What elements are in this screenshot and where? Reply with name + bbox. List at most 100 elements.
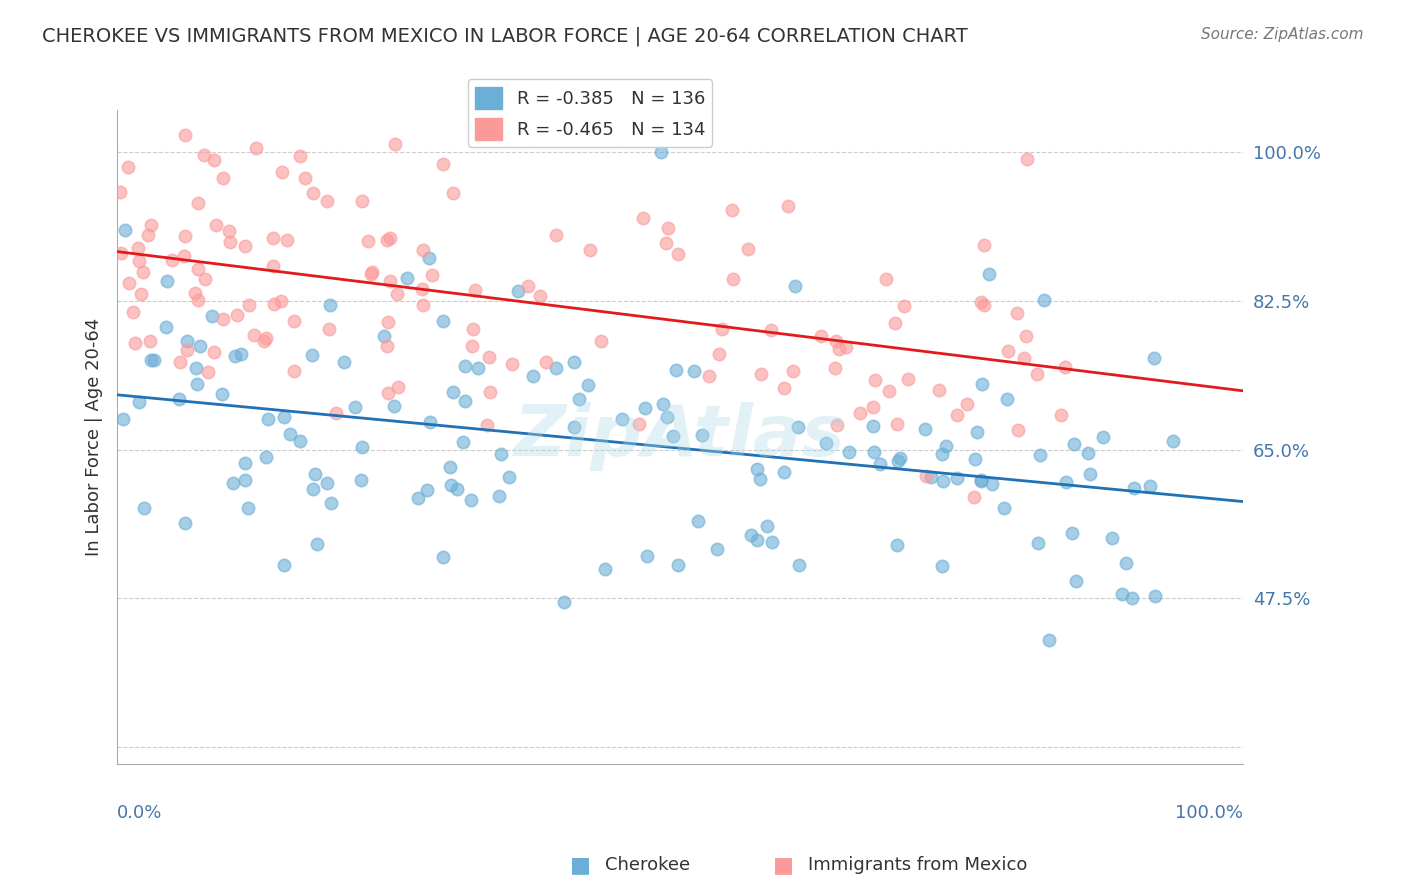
Point (188, 339, 211, 353)
Point (749, 367, 772, 381)
Point (488, 489, 510, 503)
Point (862, 401, 884, 415)
Point (114, 223, 136, 237)
Point (920, 469, 942, 483)
Point (416, 483, 439, 497)
Point (875, 271, 897, 285)
Point (747, 462, 769, 476)
Point (628, 417, 651, 432)
Point (1078, 467, 1101, 482)
Point (886, 454, 908, 468)
Point (441, 186, 464, 201)
Point (375, 339, 398, 353)
Point (243, 327, 266, 342)
Point (657, 409, 679, 424)
Point (970, 475, 993, 489)
Point (506, 284, 529, 298)
Point (612, 412, 634, 426)
Point (127, 240, 149, 254)
Point (418, 251, 440, 265)
Point (893, 299, 915, 313)
Point (187, 293, 209, 307)
Point (981, 477, 1004, 491)
Point (761, 535, 783, 549)
Point (186, 360, 208, 375)
Point (707, 347, 730, 361)
Point (173, 249, 195, 263)
Point (254, 450, 277, 465)
Point (706, 541, 728, 556)
Point (956, 397, 979, 411)
Point (662, 429, 685, 443)
Point (1015, 328, 1038, 343)
Point (932, 475, 955, 489)
Point (184, 285, 207, 300)
Point (139, 218, 162, 232)
Point (302, 186, 325, 201)
Point (406, 491, 429, 505)
Point (378, 231, 401, 245)
Point (721, 271, 744, 285)
Point (772, 465, 794, 479)
Point (193, 148, 215, 162)
Point (193, 271, 215, 285)
Point (931, 447, 953, 461)
Point (652, 397, 675, 411)
Point (375, 234, 398, 248)
Point (464, 283, 486, 297)
Point (270, 294, 292, 309)
Point (787, 558, 810, 573)
Point (302, 482, 325, 496)
Point (131, 265, 153, 279)
Point (139, 334, 162, 348)
Point (446, 482, 468, 496)
Point (1161, 434, 1184, 449)
Point (124, 336, 146, 351)
Point (412, 298, 434, 312)
Point (396, 271, 419, 285)
Point (219, 235, 242, 250)
Point (176, 334, 198, 348)
Point (1005, 306, 1028, 320)
Point (176, 343, 198, 358)
Point (501, 357, 523, 371)
Point (931, 559, 953, 574)
Point (973, 238, 995, 252)
Point (441, 384, 464, 399)
Point (262, 259, 284, 273)
Point (1092, 430, 1115, 444)
Point (263, 297, 285, 311)
Point (1115, 557, 1137, 571)
Point (276, 233, 298, 247)
Point (1054, 475, 1077, 489)
Point (529, 288, 551, 302)
Point (686, 514, 709, 528)
Point (593, 562, 616, 576)
Text: ■: ■ (569, 855, 591, 875)
Point (965, 452, 987, 467)
Point (378, 274, 401, 288)
Point (862, 419, 884, 434)
Point (461, 339, 484, 353)
Point (655, 236, 678, 251)
Point (169, 392, 191, 406)
Point (128, 395, 150, 409)
Point (134, 501, 156, 516)
Point (463, 321, 485, 335)
Point (387, 380, 409, 394)
Point (759, 323, 782, 337)
Point (665, 363, 688, 377)
Point (202, 153, 225, 167)
Point (755, 518, 778, 533)
Point (668, 558, 690, 573)
Point (993, 500, 1015, 515)
Point (1026, 367, 1049, 381)
Point (478, 384, 501, 399)
Point (218, 224, 240, 238)
Point (973, 298, 995, 312)
Point (304, 467, 326, 481)
Point (568, 392, 591, 406)
Point (966, 425, 988, 439)
Point (377, 386, 399, 401)
Point (824, 360, 846, 375)
